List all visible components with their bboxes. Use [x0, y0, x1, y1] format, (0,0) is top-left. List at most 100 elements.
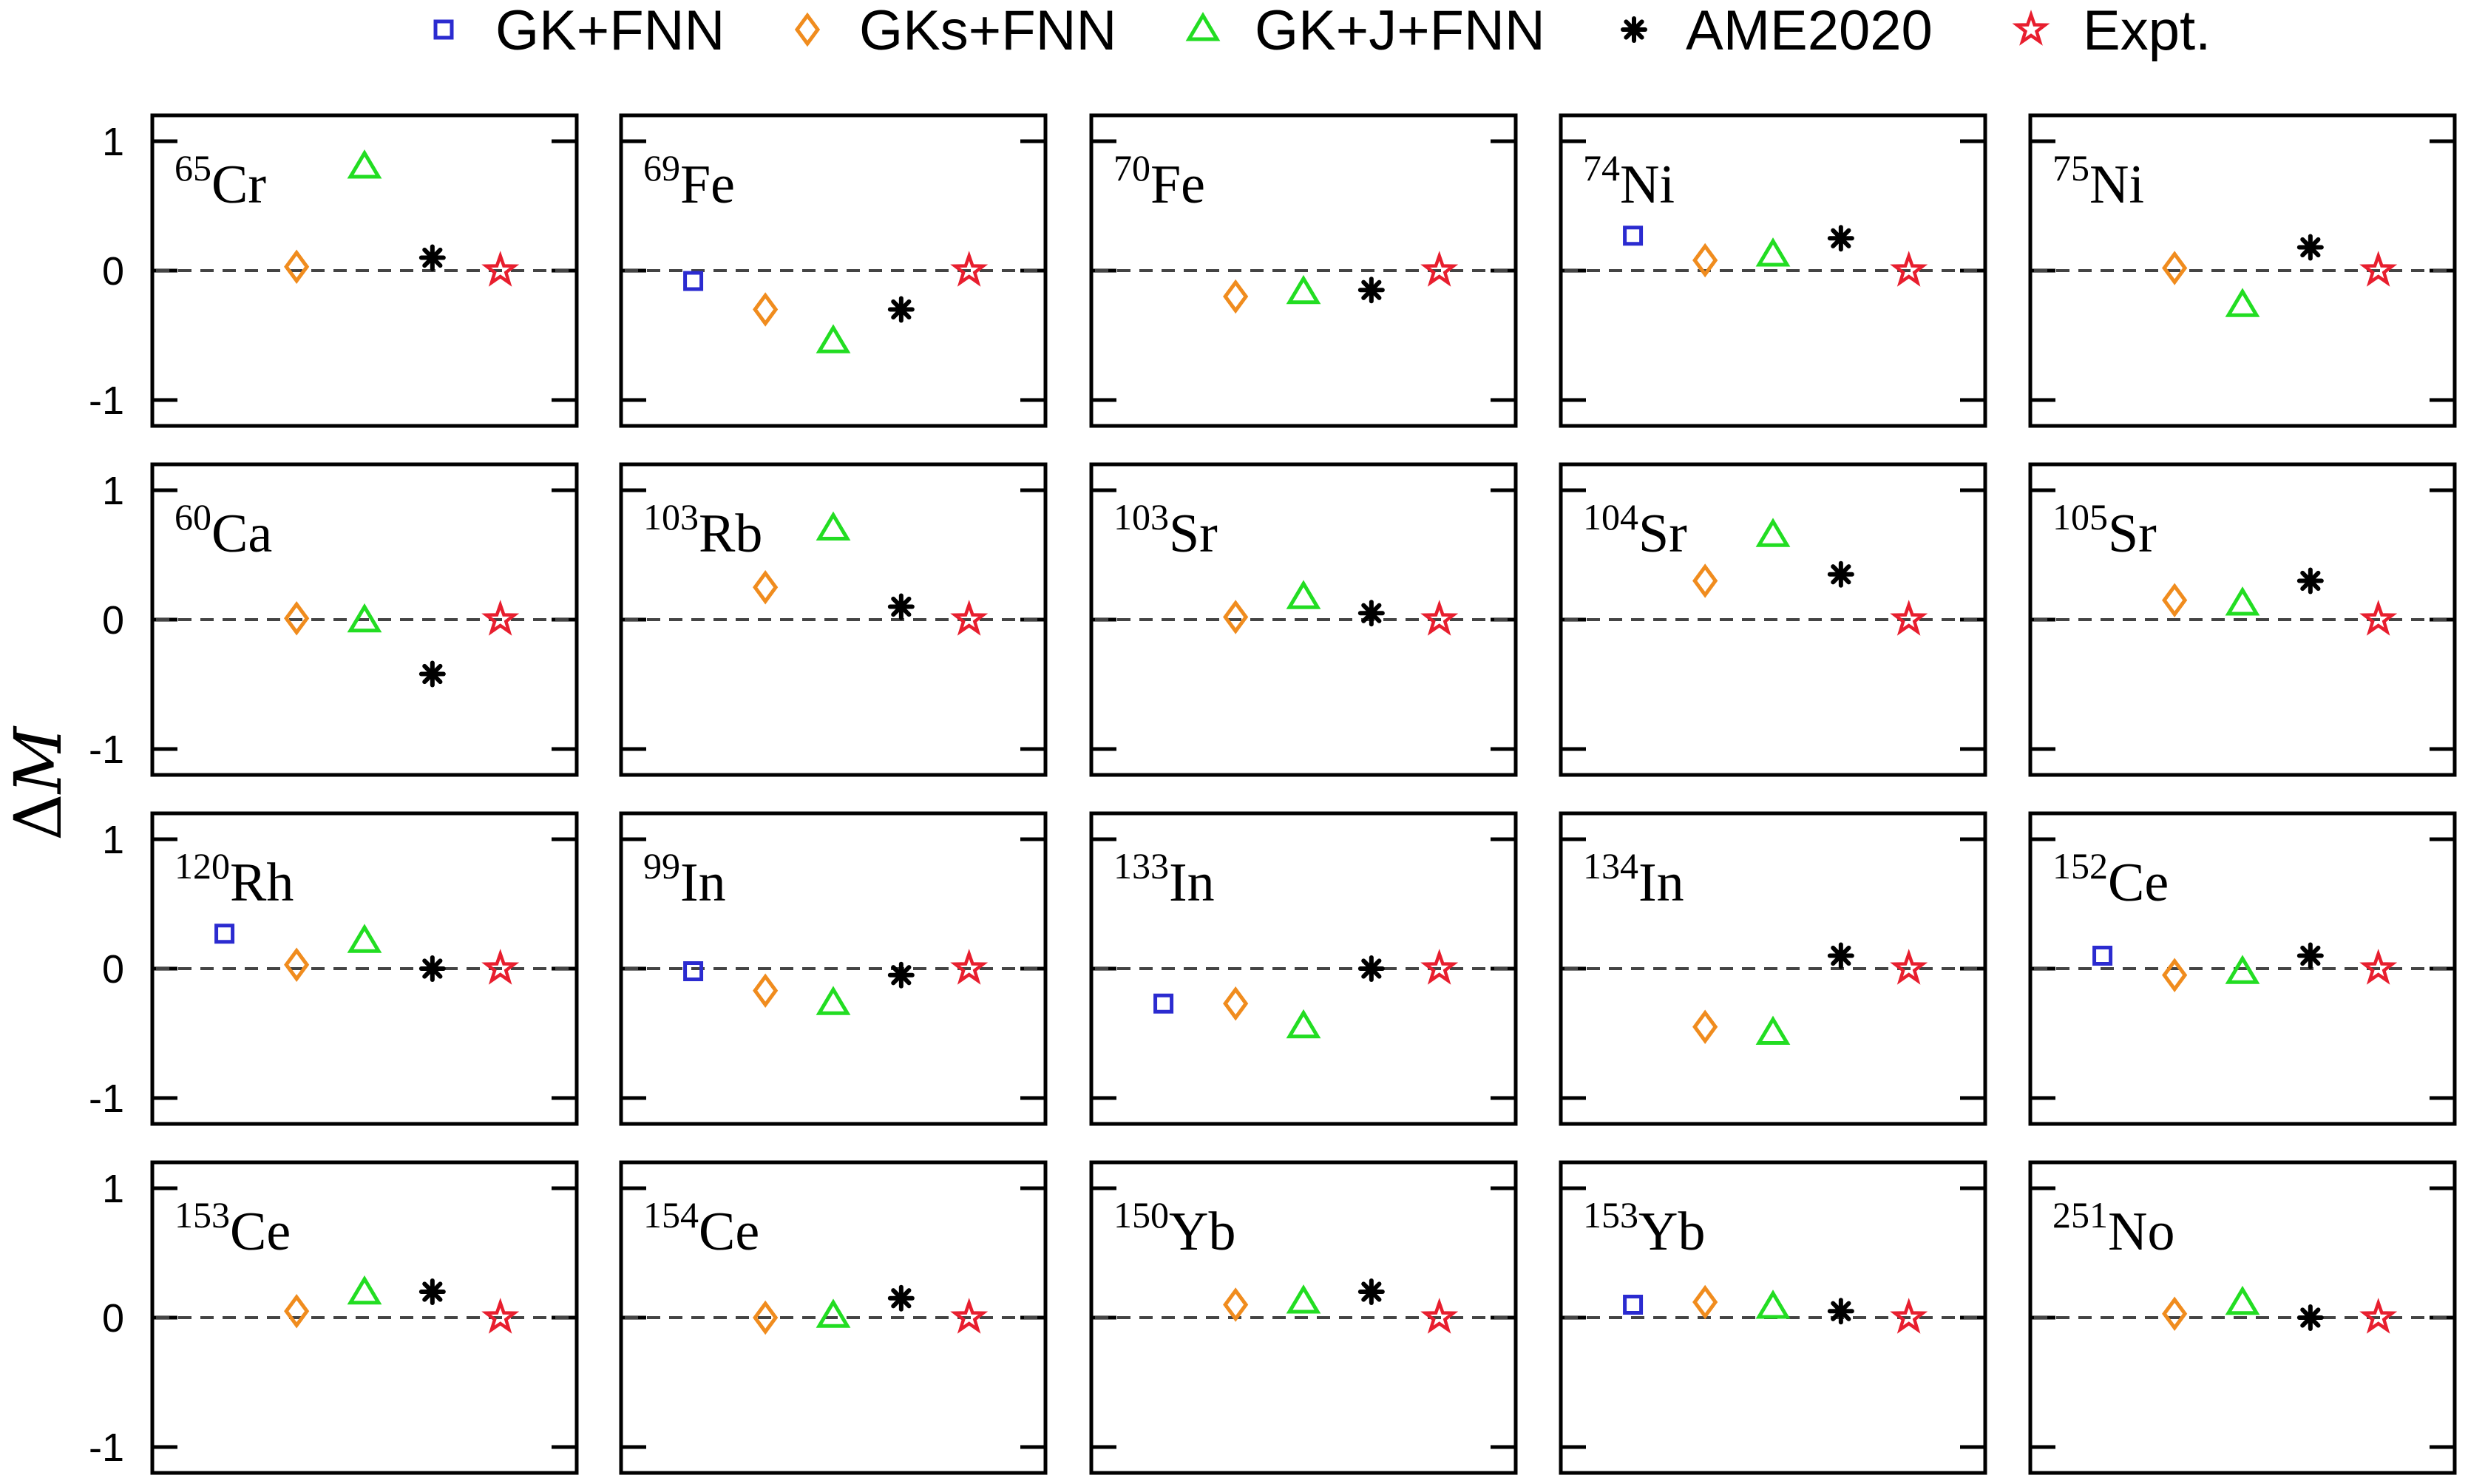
point-gk: [683, 961, 704, 981]
point-gks: [284, 947, 310, 982]
panel-99-In: 99In: [619, 811, 1048, 1126]
point-gkj: [2225, 955, 2260, 984]
point-gks: [2162, 1296, 2188, 1331]
point-expt: [2359, 1298, 2398, 1334]
panel-grid: 1 0 -1 65Cr 69Fe 70Fe 74Ni 75Ni 1 0 -1 60Ca 103Rb 103…: [89, 113, 2457, 1475]
legend: GK+FNN GKs+FNN GK+J+FNN AME2020 Expt.: [433, 0, 2211, 62]
point-expt: [1420, 949, 1459, 985]
point-gkj: [2225, 1285, 2260, 1315]
point-ame: [2296, 567, 2324, 594]
panel-153-Yb: 153Yb: [1559, 1160, 1987, 1475]
point-expt: [950, 251, 989, 287]
panel-69-Fe: 69Fe: [619, 113, 1048, 428]
nuclide-label: 105Sr: [2052, 496, 2157, 564]
point-expt: [1890, 600, 1928, 636]
nuclide-label: 150Yb: [1113, 1194, 1235, 1262]
panel-65-Cr: 1 0 -1 65Cr: [89, 113, 579, 428]
legend-label-gks: GKs+FNN: [859, 0, 1116, 62]
nuclide-label: 74Ni: [1583, 147, 1675, 215]
point-gks: [753, 292, 779, 327]
y-tick-label: -1: [89, 1077, 124, 1121]
point-ame: [1827, 1298, 1854, 1325]
point-expt: [950, 1298, 989, 1334]
legend-marker-gk: [433, 19, 454, 40]
nuclide-label: 99In: [643, 845, 726, 913]
point-gk: [1623, 226, 1644, 246]
point-gkj: [1286, 1009, 1321, 1039]
point-expt: [481, 600, 520, 636]
point-gkj: [816, 986, 851, 1015]
point-gkj: [1286, 580, 1321, 609]
point-ame: [1827, 225, 1854, 252]
point-ame: [1827, 942, 1854, 969]
y-tick-label: 0: [102, 249, 124, 294]
point-gks: [1223, 600, 1249, 634]
point-gk: [214, 924, 235, 944]
point-gkj: [816, 511, 851, 541]
panel-74-Ni: 74Ni: [1559, 113, 1987, 428]
legend-label-gkj: GK+J+FNN: [1255, 0, 1545, 62]
point-gks: [1692, 1284, 1718, 1320]
point-ame: [1357, 955, 1385, 982]
point-expt: [481, 949, 520, 985]
point-gk: [1623, 1295, 1644, 1315]
point-ame: [887, 296, 915, 323]
nuclide-label: 251No: [2052, 1194, 2174, 1262]
point-gk: [1153, 993, 1174, 1014]
legend-label-ame: AME2020: [1686, 0, 1933, 62]
point-expt: [1420, 600, 1459, 636]
point-ame: [887, 593, 915, 620]
panel-150-Yb: 150Yb: [1089, 1160, 1518, 1475]
nuclide-label: 65Cr: [174, 147, 266, 215]
point-gks: [284, 601, 310, 636]
point-expt: [1890, 1298, 1928, 1334]
point-gkj: [347, 924, 382, 953]
point-ame: [2296, 234, 2324, 261]
panel-251-No: 251No: [2028, 1160, 2457, 1475]
point-gkj: [1286, 274, 1321, 305]
point-ame: [1827, 560, 1854, 588]
nuclide-label: 133In: [1113, 845, 1215, 913]
point-gkj: [347, 149, 382, 179]
point-ame: [2296, 942, 2324, 969]
y-tick-label: -1: [89, 728, 124, 772]
point-gkj: [816, 324, 851, 353]
nuclide-label: 75Ni: [2052, 147, 2144, 215]
panel-154-Ce: 154Ce: [619, 1160, 1048, 1475]
nuclide-label: 69Fe: [643, 147, 735, 215]
nuclide-label: 70Fe: [1113, 147, 1205, 215]
panel-75-Ni: 75Ni: [2028, 113, 2457, 428]
point-expt: [950, 600, 989, 636]
point-gkj: [1755, 1290, 1791, 1319]
point-expt: [1890, 251, 1928, 287]
point-gkj: [1755, 237, 1791, 267]
panel-120-Rh: 1 0 -1 120Rh: [89, 811, 579, 1126]
point-gks: [1692, 243, 1718, 278]
point-gkj: [1755, 518, 1791, 547]
point-gks: [753, 973, 779, 1008]
point-gks: [2162, 251, 2188, 285]
point-expt: [1890, 949, 1928, 985]
point-expt: [1420, 1298, 1459, 1334]
y-tick-label: 0: [102, 1296, 124, 1341]
point-gks: [284, 1294, 310, 1329]
point-ame: [418, 955, 446, 982]
point-ame: [2296, 1304, 2324, 1331]
y-axis-label: ΔM: [0, 725, 76, 841]
point-expt: [481, 1298, 520, 1334]
panel-103-Sr: 103Sr: [1089, 462, 1518, 777]
point-ame: [418, 1278, 446, 1305]
legend-marker-gkj: [1185, 12, 1221, 41]
point-expt: [1420, 251, 1459, 287]
point-gk: [683, 271, 704, 291]
panel-133-In: 133In: [1089, 811, 1518, 1126]
panel-103-Rb: 103Rb: [619, 462, 1048, 777]
legend-marker-expt: [2012, 10, 2050, 46]
nuclide-label: 103Sr: [1113, 496, 1218, 564]
panel-153-Ce: 1 0 -1 153Ce: [89, 1160, 579, 1475]
y-tick-label: 1: [102, 120, 124, 164]
point-ame: [887, 1284, 915, 1312]
point-gks: [1692, 1009, 1718, 1044]
y-tick-label: 0: [102, 947, 124, 992]
panel-70-Fe: 70Fe: [1089, 113, 1518, 428]
